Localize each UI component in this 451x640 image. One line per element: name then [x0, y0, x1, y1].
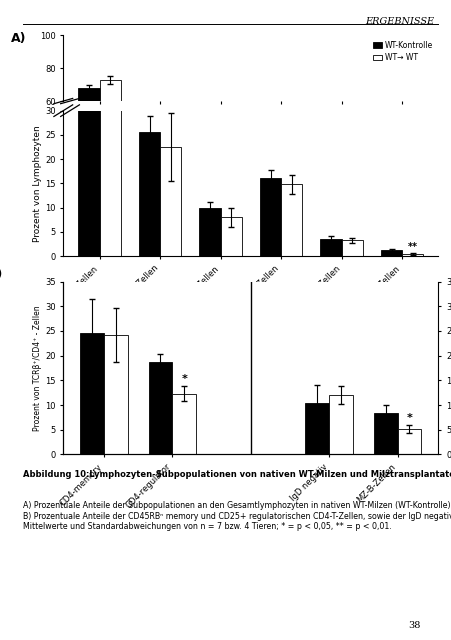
Bar [78, 0, 99, 256]
Bar [401, 254, 423, 256]
Bar [199, 207, 220, 256]
Bar [320, 239, 341, 256]
Bar [104, 335, 128, 454]
Text: ERGEBNISSE: ERGEBNISSE [364, 17, 433, 26]
Bar [138, 132, 160, 256]
Bar [281, 175, 302, 200]
Text: *: * [405, 413, 411, 423]
Bar [320, 194, 341, 200]
Bar [380, 250, 401, 256]
Bar [78, 88, 99, 200]
Legend: WT-Kontrolle, WT→ WT: WT-Kontrolle, WT→ WT [370, 39, 434, 64]
Bar [160, 163, 181, 200]
Bar [160, 147, 181, 256]
Bar [281, 184, 302, 256]
Text: A) Prozentuale Anteile der Subpopulationen an den Gesamtlymphozyten in nativen W: A) Prozentuale Anteile der Subpopulation… [23, 501, 451, 531]
Y-axis label: Prozent von TCRβ⁺/CD4⁺ - Zellen: Prozent von TCRβ⁺/CD4⁺ - Zellen [33, 305, 42, 431]
Text: A): A) [11, 32, 26, 45]
Y-axis label: Prozent von Lymphozyten: Prozent von Lymphozyten [33, 125, 42, 242]
Bar [199, 184, 220, 200]
Bar [148, 362, 172, 454]
Bar [99, 79, 120, 200]
Bar [329, 395, 352, 454]
Bar [305, 403, 329, 454]
Bar [259, 179, 281, 256]
Bar [220, 187, 241, 200]
Text: *: * [181, 374, 187, 384]
Bar [373, 413, 396, 454]
Bar [138, 158, 160, 200]
Bar [341, 195, 362, 200]
Text: B): B) [0, 268, 4, 281]
Bar [396, 429, 420, 454]
Bar [401, 199, 423, 200]
Bar [220, 217, 241, 256]
Bar [80, 333, 104, 454]
Text: Abbildung 10:Lymphozyten-Subpopulationen von nativen WT-Milzen und Milztransplan: Abbildung 10:Lymphozyten-Subpopulationen… [23, 470, 451, 479]
Bar [259, 173, 281, 200]
Text: **: ** [407, 242, 417, 252]
Bar [99, 0, 120, 256]
Text: 38: 38 [407, 621, 419, 630]
Bar [380, 198, 401, 200]
Bar [341, 241, 362, 256]
Bar [172, 394, 196, 454]
